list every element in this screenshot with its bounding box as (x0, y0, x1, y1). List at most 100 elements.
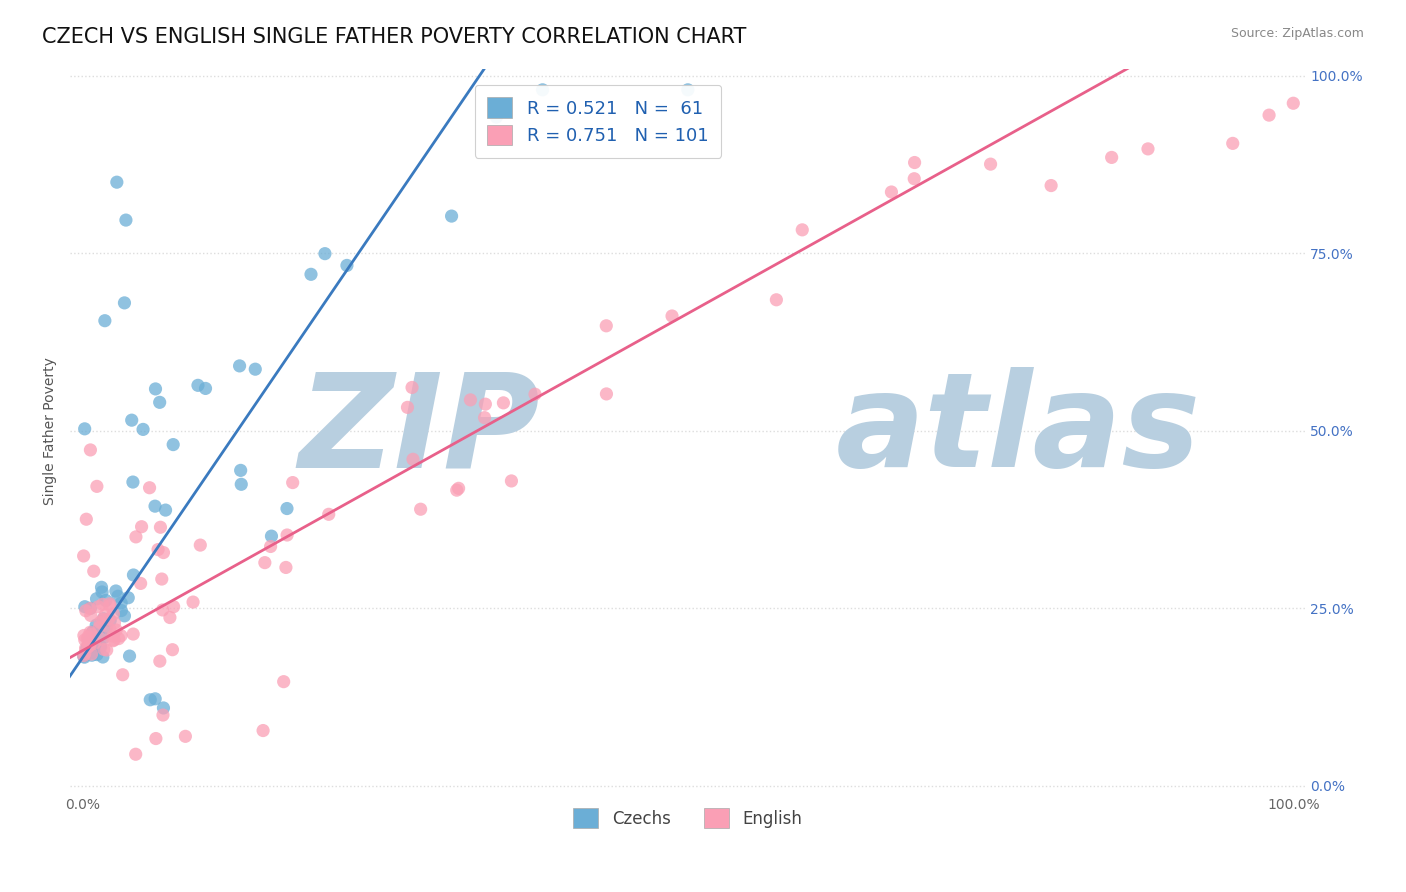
Point (903, 171, 925, 186)
Point (159, 610, 181, 624)
Point (107, 589, 129, 603)
Point (79, 633, 101, 648)
Point (111, 667, 134, 681)
Point (91, 650, 114, 665)
Point (115, 213, 138, 227)
Point (73, 650, 96, 665)
Point (276, 528, 298, 542)
Point (194, 381, 217, 395)
Point (1222, 136, 1244, 151)
Point (253, 556, 276, 570)
Point (93, 612, 115, 626)
Point (91, 612, 114, 626)
Point (281, 475, 304, 490)
Point (676, 83, 699, 97)
Point (77, 640, 100, 655)
Point (163, 599, 186, 614)
Point (101, 629, 124, 643)
Point (273, 674, 295, 689)
Point (152, 545, 174, 559)
Point (492, 396, 515, 410)
Point (501, 474, 523, 488)
Point (188, 538, 211, 552)
Point (595, 387, 617, 401)
Point (446, 483, 468, 498)
Point (90, 580, 112, 594)
Point (98, 623, 121, 637)
Point (661, 309, 683, 323)
Point (274, 560, 297, 574)
Point (77, 630, 100, 644)
Point (318, 508, 340, 522)
Point (110, 629, 132, 643)
Point (79, 646, 101, 660)
Point (1136, 142, 1159, 156)
Point (531, 83, 554, 97)
Point (117, 591, 139, 605)
Point (75, 604, 97, 618)
Point (98, 599, 121, 613)
Point (152, 708, 174, 723)
Point (98, 614, 121, 628)
Point (146, 542, 169, 557)
Text: Source: ZipAtlas.com: Source: ZipAtlas.com (1230, 27, 1364, 40)
Point (72, 649, 94, 664)
Point (89, 615, 111, 630)
Point (259, 540, 281, 554)
Point (765, 293, 787, 307)
Point (86, 591, 108, 606)
Point (440, 209, 463, 223)
Point (72, 549, 94, 563)
Point (93, 631, 115, 645)
Point (80, 648, 103, 663)
Point (73, 599, 96, 614)
Point (231, 477, 253, 491)
Point (162, 642, 184, 657)
Point (903, 155, 925, 169)
Point (252, 723, 274, 738)
Point (91, 597, 114, 611)
Point (149, 520, 172, 534)
Point (98, 597, 121, 611)
Point (105, 175, 128, 189)
Point (229, 463, 252, 477)
Point (401, 380, 423, 394)
Point (792, 223, 814, 237)
Point (132, 422, 155, 436)
Point (131, 519, 153, 533)
Legend: Czechs, English: Czechs, English (567, 801, 808, 835)
Point (396, 401, 419, 415)
Point (80, 627, 103, 641)
Point (103, 615, 125, 630)
Point (149, 654, 172, 668)
Point (336, 259, 359, 273)
Point (409, 502, 432, 516)
Point (79, 442, 101, 457)
Point (107, 632, 129, 646)
Point (93, 642, 115, 657)
Point (96, 620, 118, 634)
Point (139, 692, 162, 706)
Point (402, 452, 425, 467)
Point (138, 481, 160, 495)
Point (72, 648, 94, 663)
Point (260, 529, 283, 543)
Point (83, 564, 105, 578)
Point (129, 576, 152, 591)
Point (103, 632, 125, 647)
Point (79, 625, 101, 640)
Point (79, 601, 101, 615)
Point (1282, 96, 1305, 111)
Point (80, 608, 103, 623)
Point (155, 503, 177, 517)
Point (79, 637, 101, 651)
Point (79, 638, 101, 652)
Point (94, 607, 117, 622)
Point (228, 359, 250, 373)
Text: atlas: atlas (837, 368, 1201, 494)
Point (181, 595, 204, 609)
Point (125, 747, 148, 762)
Point (83, 636, 105, 650)
Point (1258, 108, 1281, 122)
Point (485, 110, 508, 124)
